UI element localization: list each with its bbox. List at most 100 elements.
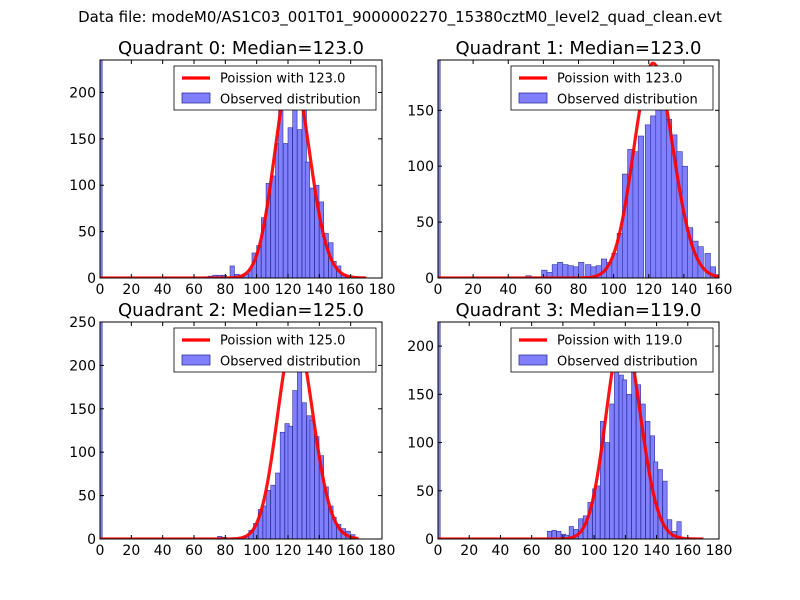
x-tick-label: 0 <box>96 282 105 298</box>
histogram-bar <box>287 425 293 539</box>
histogram-bar <box>100 322 103 539</box>
legend: Poission with 123.0 Observed distribution <box>510 65 714 111</box>
axes-frame <box>99 321 383 540</box>
histogram-bar <box>270 175 276 278</box>
x-tick-label: 40 <box>492 543 510 559</box>
subplot-quadrant-2: 0 20 40 60 80 100 120 140 160 180 0 50 100 150 200 250 Q… <box>69 300 395 559</box>
poisson-curve <box>438 331 704 539</box>
histogram-bar <box>270 484 276 539</box>
histogram-bar <box>319 455 325 539</box>
x-tick-label: 40 <box>154 543 172 559</box>
histogram-bar <box>609 403 615 539</box>
x-tick-label: 100 <box>581 543 608 559</box>
x-tick-label: 80 <box>216 282 234 298</box>
y-tick-label: 0 <box>425 271 434 287</box>
histogram-bar <box>309 187 315 278</box>
x-tick-label: 160 <box>706 282 733 298</box>
x-tick-label: 40 <box>154 282 172 298</box>
histogram-bar <box>650 115 657 278</box>
subplot-title: Quadrant 1: Median=123.0 <box>456 38 702 59</box>
histogram-bar <box>637 135 644 278</box>
x-tick-label: 160 <box>337 282 364 298</box>
histogram-bar <box>100 60 103 278</box>
histogram-bar <box>261 217 267 278</box>
histogram-bar <box>229 265 235 278</box>
legend-bar-swatch <box>181 92 211 104</box>
histogram-bar <box>438 60 441 278</box>
histogram-bar <box>626 394 632 539</box>
subplot-title: Quadrant 0: Median=123.0 <box>118 38 364 59</box>
histogram-bar <box>676 521 682 539</box>
x-tick-label: 100 <box>243 543 270 559</box>
x-tick-label: 80 <box>216 543 234 559</box>
legend-label-observed: Observed distribution <box>557 93 698 108</box>
legend-label-poisson: Poission with 119.0 <box>557 334 682 349</box>
x-tick-label: 80 <box>554 543 572 559</box>
y-tick-label: 50 <box>78 225 96 241</box>
legend-label-observed: Observed distribution <box>220 355 361 370</box>
histogram-bar <box>578 262 585 278</box>
histogram-bar <box>557 262 564 278</box>
axes-frame <box>437 321 720 540</box>
x-tick-label: 120 <box>275 282 302 298</box>
x-tick-label: 100 <box>600 282 627 298</box>
x-tick-label: 60 <box>523 543 541 559</box>
histogram-bar <box>595 485 601 539</box>
y-tick-label: 200 <box>69 358 96 374</box>
legend-label-poisson: Poission with 123.0 <box>557 72 682 87</box>
histogram-bar <box>635 384 641 539</box>
y-tick-label: 100 <box>407 436 434 452</box>
legend-bar-swatch <box>518 354 548 366</box>
legend: Poission with 119.0 Observed distribution <box>510 327 714 373</box>
x-tick-label: 180 <box>706 543 733 559</box>
x-tick-label: 60 <box>185 282 203 298</box>
legend: Poission with 125.0 Observed distribution <box>173 327 377 373</box>
y-tick-label: 50 <box>78 489 96 505</box>
y-tick-label: 0 <box>87 532 96 548</box>
histogram-bar <box>660 91 667 278</box>
x-tick-label: 20 <box>464 282 482 298</box>
subplot-quadrant-3: 0 20 40 60 80 100 120 140 160 180050100150200Quad… <box>407 300 732 559</box>
legend-bar-swatch <box>181 354 211 366</box>
x-tick-label: 120 <box>612 543 639 559</box>
y-tick-label: 100 <box>407 159 434 175</box>
x-tick-label: 100 <box>243 282 270 298</box>
y-tick-label: 100 <box>69 445 96 461</box>
y-tick-label: 100 <box>69 178 96 194</box>
legend-label-poisson: Poission with 125.0 <box>220 334 345 349</box>
x-tick-label: 20 <box>122 282 140 298</box>
y-tick-label: 200 <box>407 339 434 355</box>
x-tick-label: 120 <box>635 282 662 298</box>
histogram-bar <box>292 390 298 539</box>
histogram-bar <box>265 183 271 278</box>
histogram-bar <box>265 490 271 539</box>
histogram-bar <box>309 419 315 539</box>
x-tick-label: 180 <box>369 543 396 559</box>
y-tick-label: 50 <box>416 484 434 500</box>
x-tick-label: 20 <box>460 543 478 559</box>
histogram-bar <box>275 472 281 539</box>
histogram-bar <box>304 161 310 278</box>
x-tick-label: 160 <box>337 543 364 559</box>
x-tick-label: 140 <box>643 543 670 559</box>
x-tick-label: 160 <box>674 543 701 559</box>
y-tick-label: 150 <box>69 132 96 148</box>
histogram-bar <box>287 127 293 278</box>
x-tick-label: 20 <box>122 543 140 559</box>
subplot-title: Quadrant 3: Median=119.0 <box>456 300 702 321</box>
subplot-quadrant-1: 0 20 40 60 80 100 120 140 160 0 50 100 150 Quadrant 1… <box>407 38 732 298</box>
y-tick-label: 150 <box>69 402 96 418</box>
histogram-bar <box>551 530 557 539</box>
y-tick-label: 0 <box>87 271 96 287</box>
x-tick-label: 60 <box>534 282 552 298</box>
histogram-bar <box>301 402 307 539</box>
legend: Poission with 123.0 Observed distribution <box>173 65 377 111</box>
histogram-bar <box>551 264 558 278</box>
histogram-bar <box>567 265 574 278</box>
y-tick-label: 0 <box>425 532 434 548</box>
x-tick-label: 120 <box>275 543 302 559</box>
y-tick-label: 200 <box>69 85 96 101</box>
histogram-bar <box>657 469 663 539</box>
histogram-bar <box>655 82 662 278</box>
